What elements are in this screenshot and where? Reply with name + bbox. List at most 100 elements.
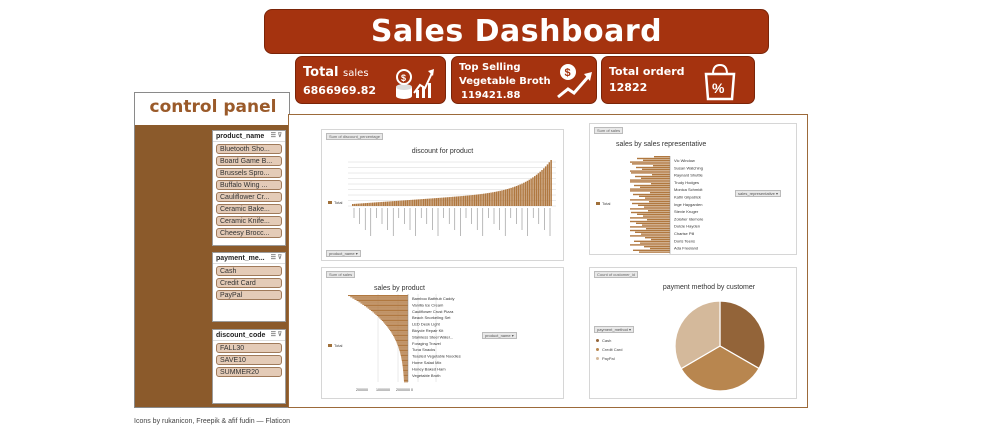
discount-bar (410, 199, 412, 206)
payment-slicer-item[interactable]: PayPal (216, 290, 282, 300)
product-bar (403, 370, 408, 372)
filter-clear-icon[interactable]: ☰ ⊽ (270, 255, 282, 261)
discount-bar (415, 199, 418, 206)
discount-bar (392, 201, 394, 206)
money-growth-icon: $ (396, 69, 434, 99)
discount-bar (373, 202, 376, 206)
discount-bar (388, 201, 390, 206)
payment-chart-field-tag[interactable]: Count of customer_id (594, 271, 639, 278)
rep-name-label: Stevie Kruger (674, 209, 699, 214)
filter-clear-icon[interactable]: ☰ ⊽ (270, 332, 282, 338)
rep-bar (630, 235, 670, 237)
rep-bar (632, 202, 670, 205)
rep-chart-dropdown[interactable]: sales_representative ▾ (735, 190, 782, 197)
product-bar (403, 371, 408, 373)
discount-bar (521, 183, 523, 206)
discount-bar (457, 196, 460, 206)
payment-chart[interactable]: Count of customer_id payment method by c… (589, 267, 797, 399)
discount-bar (366, 202, 369, 206)
product-slicer-item[interactable]: Bluetooth Sho... (216, 144, 282, 154)
product-bar (402, 365, 408, 367)
discount-bar (402, 200, 405, 206)
discount-chart-legend: Total (328, 200, 342, 205)
discount-bar (524, 181, 527, 206)
discount-bar (441, 197, 443, 206)
discount-bar (506, 188, 509, 206)
discount-bar (470, 195, 472, 206)
rep-bar (652, 174, 670, 176)
discount-bar (377, 202, 379, 206)
rep-chart-legend: Total (596, 201, 610, 206)
discount-bar (357, 203, 359, 206)
discount-bar (472, 194, 474, 206)
product-bar (402, 366, 408, 368)
rep-name-label: Doris Teens (674, 238, 695, 243)
discount-bar (384, 201, 387, 206)
discount-chart-dropdown[interactable]: product_name ▾ (326, 250, 361, 257)
discount-bar (459, 196, 461, 206)
rep-bar (634, 240, 670, 242)
payment-slicer-header: payment_me... (216, 255, 265, 262)
discount-chart[interactable]: Sum of discount_percentage discount for … (321, 129, 564, 261)
discount-bar (401, 200, 403, 206)
control-panel-title: control panel (149, 97, 277, 117)
rep-bar (637, 213, 670, 215)
payment-slicer: payment_me... ☰ ⊽ Cash Credit Card PayPal (212, 252, 286, 322)
discount-chart-field-tag[interactable]: Sum of discount_percentage (326, 133, 383, 140)
discount-bar (372, 202, 374, 206)
product-bar (379, 317, 408, 319)
product-slicer-item[interactable]: Buffalo Wing ... (216, 180, 282, 190)
legend-dot-icon (596, 357, 599, 360)
discount-bar (453, 196, 456, 206)
discount-slicer-item[interactable]: SUMMER20 (216, 367, 282, 377)
product-chart-field-tag[interactable]: Sum of sales (326, 271, 356, 278)
discount-bar (515, 185, 518, 206)
charts-frame: Sum of discount_percentage discount for … (288, 114, 808, 408)
dashboard-title: Sales Dashboard (264, 9, 769, 54)
product-slicer-item[interactable]: Board Game B... (216, 156, 282, 166)
product-bar (385, 323, 408, 325)
discount-bar (433, 198, 436, 206)
filter-clear-icon[interactable]: ☰ ⊽ (270, 133, 282, 139)
rep-bar (641, 233, 670, 235)
product-bar (372, 311, 408, 313)
product-bar (356, 300, 408, 302)
product-bar (397, 345, 408, 347)
product-chart[interactable]: Sum of sales sales by product Total Bamb… (321, 267, 564, 399)
legend-dot-icon (596, 339, 599, 342)
rep-chart[interactable]: Sum of sales sales by sales representati… (589, 123, 797, 255)
product-name-label: Foraging Trowel (412, 341, 441, 346)
rep-bar (653, 165, 670, 167)
discount-bar (439, 197, 441, 206)
discount-bar (408, 200, 410, 206)
rep-bar (640, 242, 670, 244)
discount-slicer-item[interactable]: FALL30 (216, 343, 282, 353)
product-slicer-item[interactable]: Brussels Spro... (216, 168, 282, 178)
legend-dot-icon (596, 348, 599, 351)
payment-slicer-item[interactable]: Cash (216, 266, 282, 276)
discount-bar (523, 182, 525, 206)
discount-bar (424, 198, 427, 206)
discount-bar (461, 196, 463, 206)
product-bar (393, 336, 408, 338)
product-chart-dropdown[interactable]: product_name ▾ (482, 332, 517, 339)
product-name-label: Stainless Steel Water... (412, 334, 453, 339)
rep-chart-field-tag[interactable]: Sum of sales (594, 127, 624, 134)
kpi-total-value: 6866969.82 (303, 84, 377, 97)
rep-bar (640, 186, 670, 188)
product-slicer-item[interactable]: Ceramic Bake... (216, 204, 282, 214)
payment-chart-dropdown[interactable]: payment_method ▾ (594, 326, 635, 333)
rep-bar (630, 220, 670, 223)
discount-slicer-item[interactable]: SAVE10 (216, 355, 282, 365)
product-slicer-item[interactable]: Cauliflower Cr... (216, 192, 282, 202)
product-slicer-item[interactable]: Cheesy Brocc... (216, 228, 282, 238)
discount-bar (477, 194, 480, 206)
product-slicer-item[interactable]: Ceramic Knife... (216, 216, 282, 226)
rep-bar (650, 247, 670, 250)
rep-bar (639, 251, 670, 253)
discount-bar (361, 203, 363, 206)
discount-bar (466, 195, 469, 206)
dollar-chart-icon: $ (557, 64, 592, 99)
payment-slicer-item[interactable]: Credit Card (216, 278, 282, 288)
discount-bar (490, 192, 492, 206)
